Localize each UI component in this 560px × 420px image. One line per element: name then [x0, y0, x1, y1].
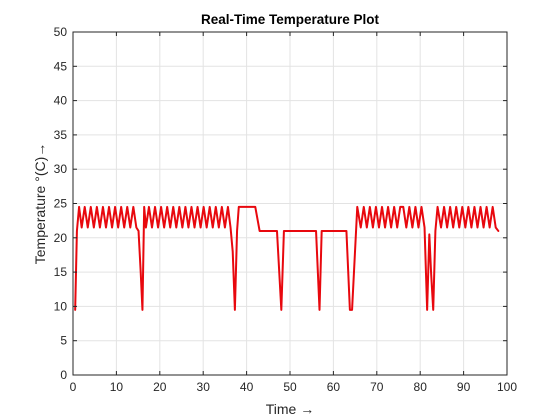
x-tick-label: 20 [153, 380, 167, 394]
x-tick-label: 10 [110, 380, 124, 394]
y-tick-label: 10 [54, 299, 68, 313]
y-tick-label: 45 [54, 59, 68, 73]
y-tick-label: 5 [60, 334, 67, 348]
ticks [72, 31, 508, 376]
x-axis-label: Time → [266, 401, 314, 417]
y-tick-label: 15 [54, 265, 68, 279]
x-tick-label: 60 [327, 380, 341, 394]
x-tick-label: 50 [283, 380, 297, 394]
y-tick-label: 25 [54, 197, 68, 211]
x-tick-label: 80 [414, 380, 428, 394]
x-tick-label: 90 [457, 380, 471, 394]
y-tick-label: 0 [60, 368, 67, 382]
y-tick-label: 50 [54, 25, 68, 39]
y-tick-labels: 0 5 10 15 20 25 30 35 40 45 50 [54, 25, 68, 382]
x-tick-label: 0 [70, 380, 77, 394]
y-axis-label: Temperature °(C)→ [32, 143, 48, 265]
x-tick-label: 40 [240, 380, 254, 394]
chart-title: Real-Time Temperature Plot [201, 12, 380, 27]
x-tick-label: 100 [497, 380, 517, 394]
series-group [74, 205, 500, 311]
temperature-line [74, 205, 500, 311]
x-tick-label: 30 [197, 380, 211, 394]
y-tick-label: 20 [54, 231, 68, 245]
y-tick-label: 35 [54, 128, 68, 142]
x-tick-label: 70 [370, 380, 384, 394]
x-tick-labels: 0 10 20 30 40 50 60 70 80 90 100 [70, 380, 518, 394]
y-tick-label: 40 [54, 94, 68, 108]
y-tick-label: 30 [54, 162, 68, 176]
